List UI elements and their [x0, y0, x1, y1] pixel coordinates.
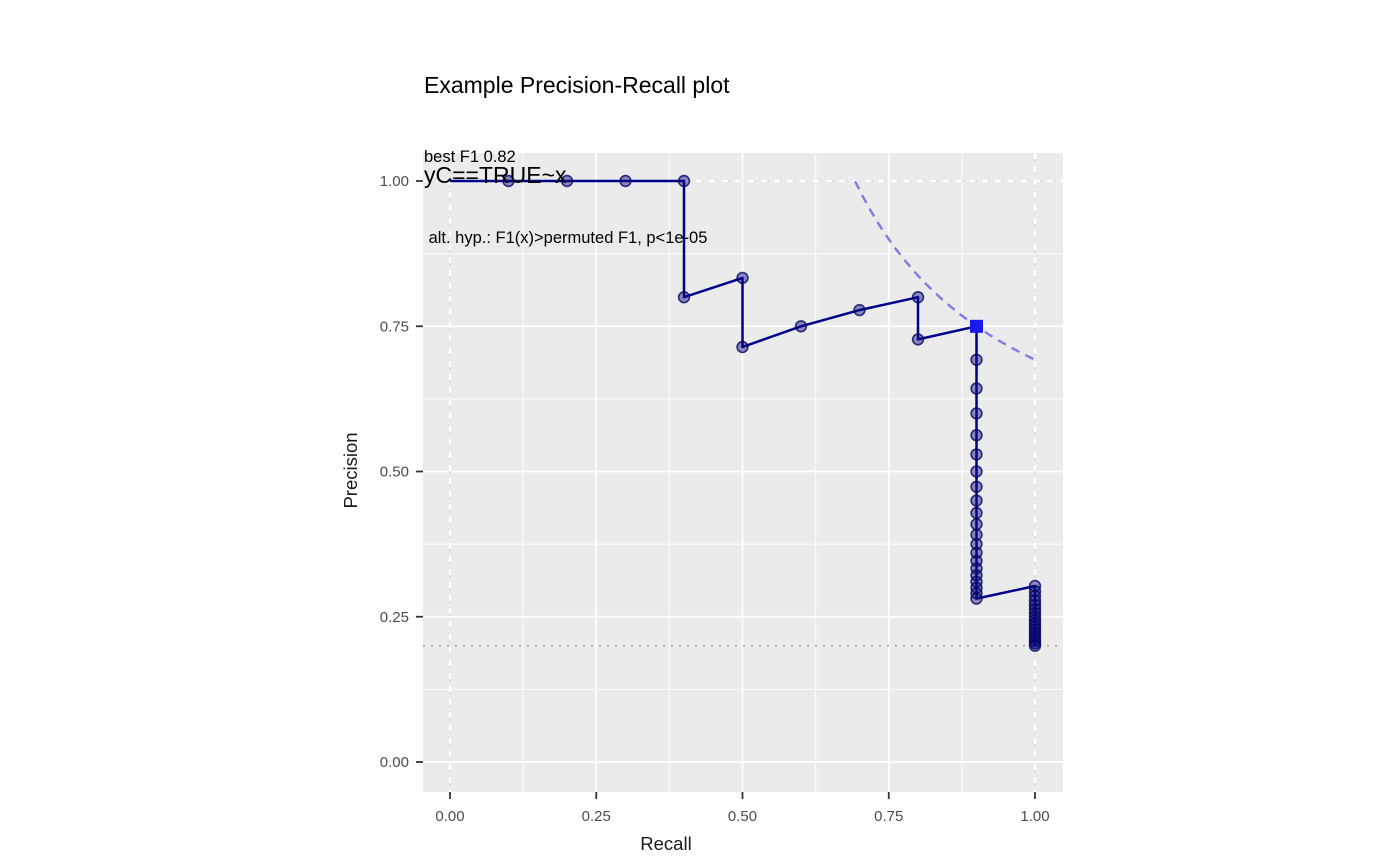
pr-data-point — [911, 291, 925, 304]
iso-f1-curve — [854, 180, 1036, 361]
pr-data-point — [970, 353, 983, 366]
x-tick-label: 0.50 — [728, 808, 757, 825]
pr-data-point — [736, 340, 749, 354]
y-tick-label: 0.75 — [380, 318, 409, 335]
pr-data-point — [1028, 594, 1042, 607]
chart-title-line2: yC==TRUE~x — [424, 162, 567, 188]
pr-data-point — [1028, 589, 1042, 603]
pr-data-point — [970, 528, 983, 541]
pr-data-point — [970, 382, 983, 395]
pr-data-point — [911, 333, 925, 346]
x-tick-label: 0.25 — [582, 808, 611, 825]
x-tick-label: 1.00 — [1020, 808, 1049, 825]
chart-title: Example Precision-Recall plot yC==TRUE~x — [424, 10, 730, 250]
pr-data-point — [970, 407, 983, 420]
pr-data-point — [970, 480, 983, 493]
chart-subtitle-line1: best F1 0.82 — [424, 148, 516, 166]
pr-data-point — [970, 448, 983, 461]
y-tick-label: 0.25 — [380, 609, 409, 626]
pr-data-point — [970, 494, 983, 507]
pr-data-point — [677, 174, 691, 188]
pr-data-point — [677, 291, 691, 304]
pr-data-point — [970, 592, 983, 605]
pr-data-point — [560, 174, 574, 188]
chart-title-line1: Example Precision-Recall plot — [424, 72, 730, 98]
chart-subtitle: best F1 0.82 alt. hyp.: F1(x)>permuted F… — [424, 90, 707, 306]
pr-data-point — [970, 518, 983, 531]
pr-data-point — [970, 537, 983, 551]
pr-data-point — [853, 303, 866, 317]
pr-data-point — [970, 506, 983, 520]
y-tick-label: 1.00 — [380, 173, 409, 190]
pr-data-point — [970, 429, 983, 442]
pr-data-point — [619, 174, 632, 188]
x-tick-label: 0.00 — [435, 808, 464, 825]
x-tick-label: 0.75 — [874, 808, 903, 825]
pr-data-point — [970, 465, 983, 478]
best-f1-point — [970, 319, 983, 333]
pr-data-point — [1028, 639, 1042, 652]
y-axis-label: Precision — [340, 432, 361, 508]
pr-data-point — [736, 271, 749, 285]
chart-subtitle-line2: alt. hyp.: F1(x)>permuted F1, p<1e-05 — [424, 229, 708, 247]
y-tick-label: 0.00 — [380, 754, 409, 771]
pr-data-point — [502, 174, 515, 188]
x-axis-label: Recall — [640, 833, 691, 854]
pr-data-point — [1028, 617, 1042, 630]
pr-data-point — [794, 320, 808, 333]
y-tick-label: 0.50 — [380, 464, 409, 481]
pr-data-point — [970, 569, 983, 582]
